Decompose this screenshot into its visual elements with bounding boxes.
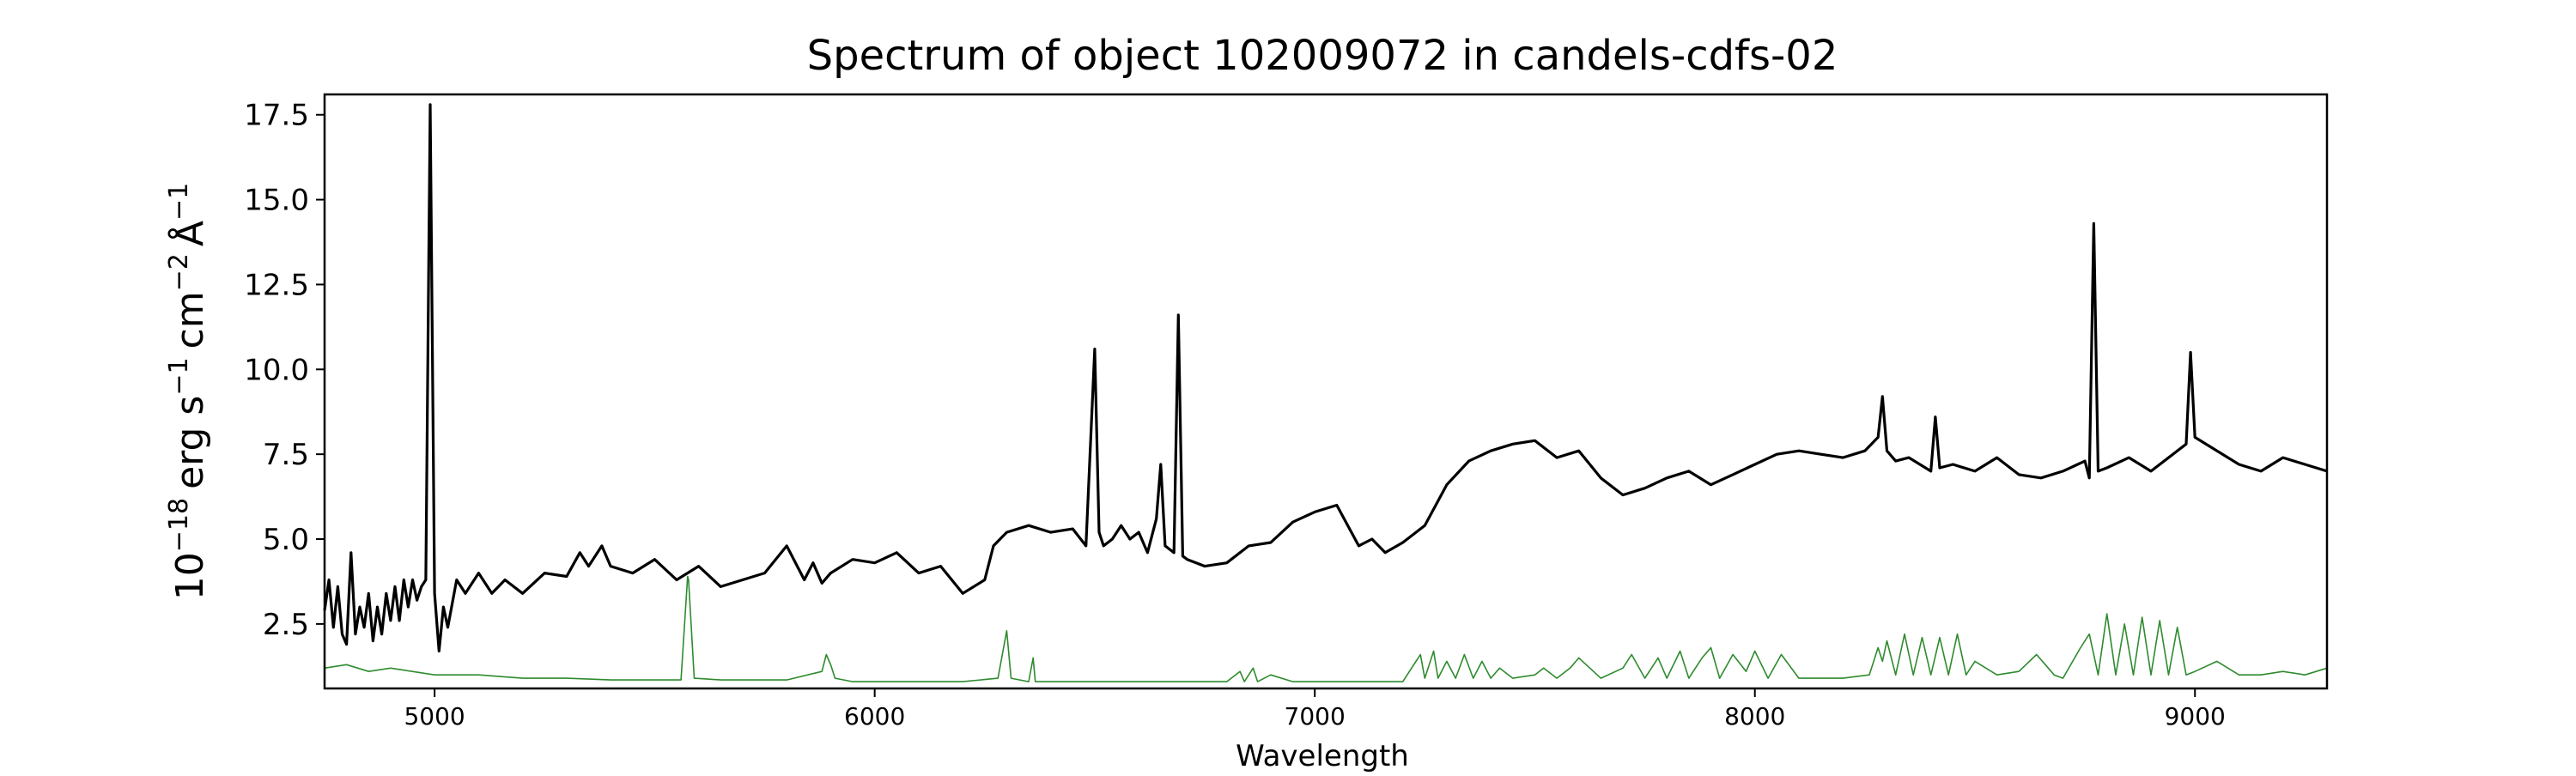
y-tick-label-0: 2.5 [263,608,309,642]
x-tick-label-3: 8000 [1724,702,1785,731]
y-axis-label-erg: erg s [168,396,212,489]
y-tick-label-6: 17.5 [244,99,309,133]
y-axis-label-exp-s: −1 [164,357,194,395]
y-axis-label: 10−18erg s−1cm−2Å−1 [164,183,212,600]
y-tick-label-4: 12.5 [244,268,309,302]
x-tick-label-0: 5000 [404,702,465,731]
y-axis-label-exp-a: −1 [164,183,194,221]
x-axis-ticks: 5000 6000 7000 8000 9000 [404,688,2226,731]
x-tick-label-4: 9000 [2165,702,2226,731]
y-axis-label-exp-cm: −2 [164,253,194,291]
series-line-1 [324,575,2328,682]
series-line-0 [323,103,2328,653]
chart-title: Spectrum of object 102009072 in candels-… [807,32,1838,80]
y-axis-label-cm: cm [168,291,212,349]
y-tick-label-1: 5.0 [263,523,309,557]
x-tick-label-1: 6000 [844,702,905,731]
y-axis-label-exp-flux: −18 [164,498,194,552]
y-axis-label-angstrom: Å [167,221,212,246]
x-tick-label-2: 7000 [1285,702,1346,731]
y-axis-label-base: 10 [168,552,212,600]
plot-frame [323,93,2329,690]
y-tick-label-2: 7.5 [263,438,309,472]
series-layer [323,103,2328,682]
y-tick-label-5: 15.0 [244,184,309,218]
y-tick-label-3: 10.0 [244,353,309,387]
x-axis-label: Wavelength [1236,739,1409,773]
y-axis-ticks: 2.5 5.0 7.5 10.0 12.5 15.0 17.5 [244,99,325,642]
